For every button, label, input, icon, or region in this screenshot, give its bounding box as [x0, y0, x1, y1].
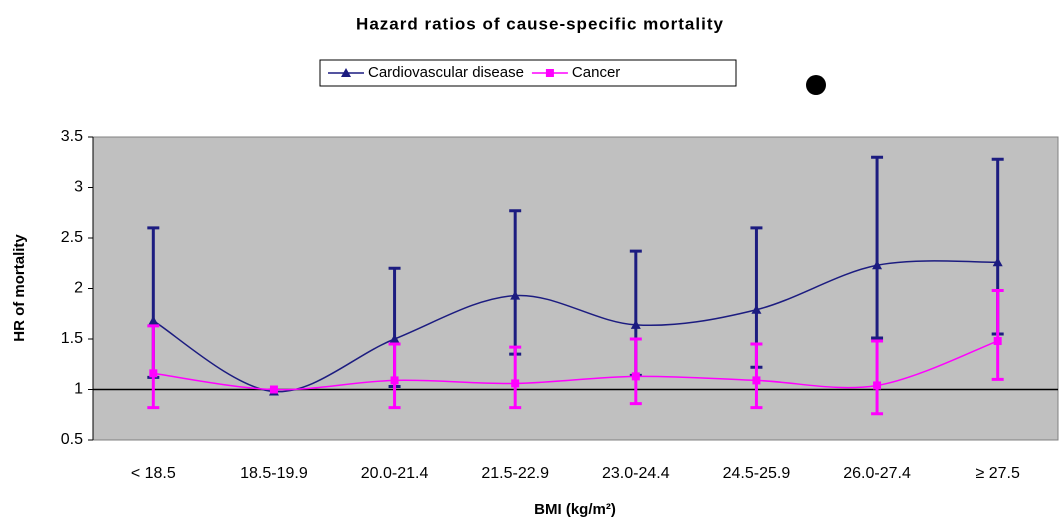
marker — [873, 381, 882, 390]
series-line — [152, 260, 998, 393]
error-bar — [991, 289, 1004, 381]
legend-label: Cardiovascular disease — [368, 64, 524, 81]
marker — [752, 376, 761, 385]
marker — [269, 385, 278, 394]
x-tick-label: 21.5-22.9 — [481, 465, 549, 482]
y-tick-label: 1.5 — [61, 330, 83, 347]
error-bar — [871, 339, 884, 416]
chart-title: Hazard ratios of cause-specific mortalit… — [356, 14, 724, 33]
plot-area — [92, 136, 1059, 441]
series-line — [153, 340, 998, 391]
legend-label: Cancer — [572, 64, 620, 81]
x-tick-label: 24.5-25.9 — [723, 465, 791, 482]
x-tick-label: 18.5-19.9 — [240, 465, 308, 482]
marker — [148, 315, 159, 325]
y-tick-label: 1 — [74, 381, 83, 398]
y-tick-label: 3.5 — [61, 128, 83, 145]
marker — [341, 68, 351, 77]
marker — [149, 369, 158, 378]
marker — [872, 260, 883, 270]
marker — [993, 337, 1002, 346]
marker — [751, 304, 762, 314]
x-tick-label: < 18.5 — [131, 465, 176, 482]
error-bar — [388, 342, 401, 410]
y-axis-label: HR of mortality — [11, 234, 28, 342]
error-bar — [750, 342, 763, 410]
legend-box — [319, 59, 737, 87]
x-tick-label: 23.0-24.4 — [602, 465, 670, 482]
dot — [806, 75, 826, 95]
x-tick-label: ≥ 27.5 — [976, 465, 1020, 482]
x-axis-label: BMI (kg/m²) — [534, 501, 616, 518]
x-tick-label: 26.0-27.4 — [843, 465, 911, 482]
marker — [630, 319, 641, 329]
error-bar — [509, 345, 522, 410]
marker — [545, 69, 554, 77]
y-tick-label: 3 — [74, 179, 83, 196]
error-bar — [629, 337, 642, 406]
marker — [390, 376, 399, 385]
x-tick-label: 20.0-21.4 — [361, 465, 429, 482]
error-bar — [871, 155, 884, 340]
y-tick-label: 2.5 — [61, 229, 83, 246]
y-tick-label: 2 — [74, 280, 83, 297]
y-tick-label: 0.5 — [61, 431, 83, 448]
marker — [992, 257, 1003, 267]
error-bar — [147, 324, 160, 410]
marker — [631, 372, 640, 381]
marker — [389, 334, 400, 343]
marker — [511, 379, 520, 388]
marker — [510, 290, 521, 300]
